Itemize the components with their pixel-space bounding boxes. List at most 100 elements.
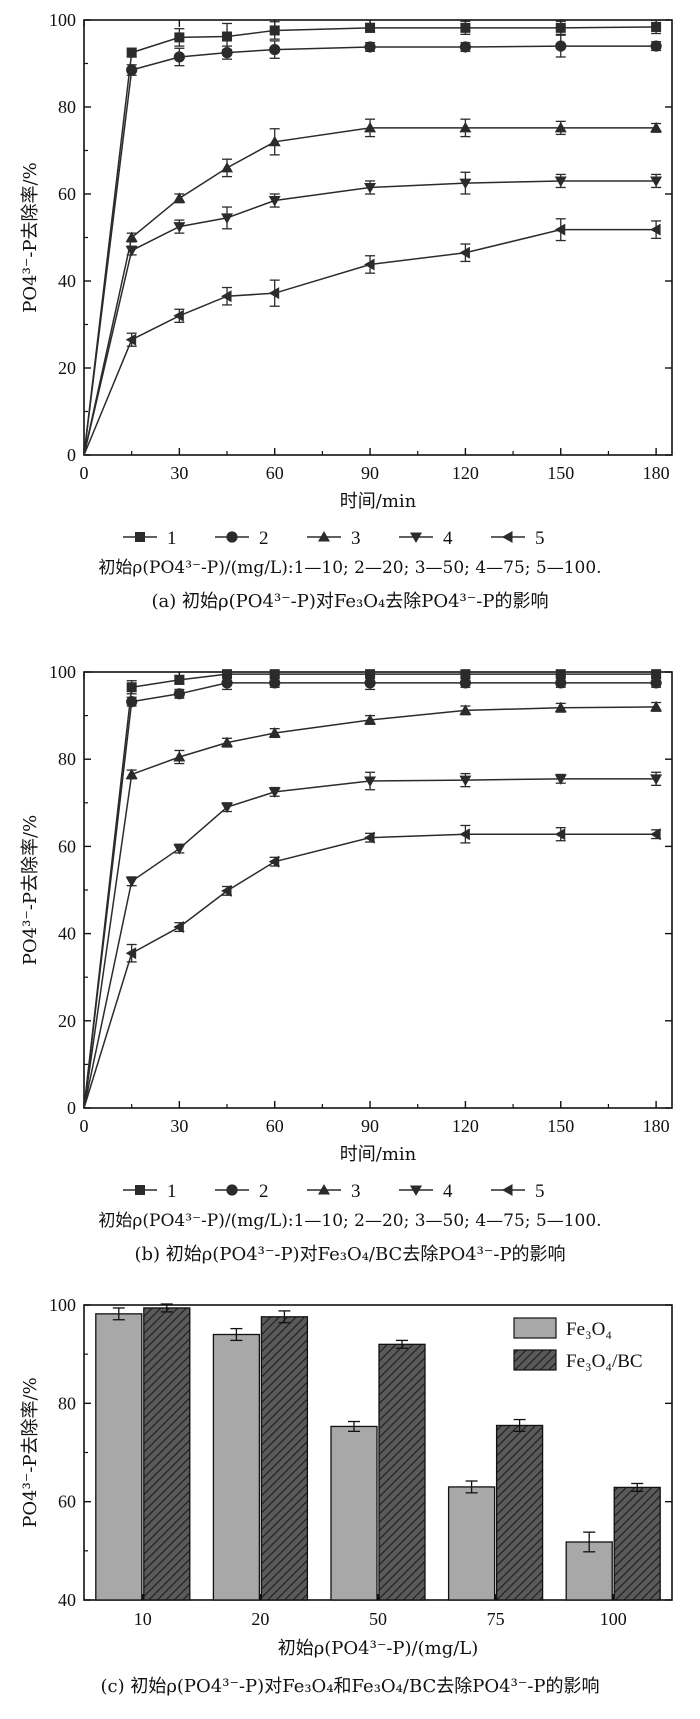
x-tick-label: 50: [369, 1609, 387, 1629]
bar-fe3o4: [447, 1486, 496, 1601]
series-5-point: [554, 828, 566, 841]
y-tick-label: 60: [58, 184, 76, 204]
series-1-point: [651, 669, 662, 680]
series-5-point: [221, 884, 232, 897]
series-4-point: [268, 787, 281, 798]
legend-note: 初始ρ(PO4³⁻-P)/(mg/L):1—10; 2—20; 3—50; 4—…: [98, 1211, 601, 1231]
x-tick-label: 30: [170, 463, 188, 483]
series-2-point: [555, 677, 567, 689]
series-4-point: [125, 246, 138, 257]
series-2-point: [650, 677, 662, 689]
series-4-point: [221, 802, 234, 814]
series-5-point: [125, 333, 137, 346]
series-5-point: [268, 287, 280, 300]
bar-fe3o4-bc: [260, 1316, 309, 1601]
plot-frame: [83, 19, 673, 456]
series-1-point: [365, 22, 376, 33]
series-5-point: [221, 290, 232, 303]
series-2-point: [173, 688, 185, 700]
series-3-line: [83, 127, 657, 456]
series-1-point: [460, 22, 471, 33]
x-axis-label: 时间/min: [340, 1144, 417, 1165]
series-4-point: [650, 176, 663, 187]
series-4-point: [268, 196, 281, 207]
legend-label-3: 3: [351, 1181, 361, 1202]
series-3-point: [554, 701, 567, 713]
y-tick-label: 100: [49, 1295, 76, 1315]
series-5-point: [173, 921, 184, 934]
legend-marker-5: [502, 531, 513, 543]
y-tick-label: 60: [58, 1492, 76, 1512]
caption-a: (a) 初始ρ(PO4³⁻-P)对Fe₃O₄去除PO4³⁻-P的影响: [152, 591, 549, 612]
series-4-point: [221, 213, 234, 224]
x-tick-label: 180: [643, 463, 670, 483]
legend-marker-1: [135, 532, 145, 542]
series-3-point: [268, 135, 281, 147]
legend-label-5: 5: [535, 528, 545, 549]
legend-marker-4: [410, 532, 422, 543]
chart-b: 0 30 60 90 120 150 180 0 20 40 60 80 100 时间/min PO4³⁻-…: [20, 662, 673, 1265]
x-tick-label: 180: [643, 1116, 670, 1136]
x-tick-label: 0: [80, 1116, 89, 1136]
series-4-point: [554, 774, 567, 785]
y-tick-label: 100: [49, 662, 76, 682]
series-2-point: [126, 64, 138, 76]
series-5-point: [554, 223, 566, 236]
series-5-point: [650, 223, 661, 236]
series-5-point: [268, 855, 280, 868]
x-tick-label: 0: [80, 463, 89, 483]
series-4-point: [364, 776, 377, 787]
series-3-point: [554, 121, 567, 133]
legend-marker-4: [410, 1185, 422, 1196]
y-tick-label: 0: [67, 445, 76, 465]
series-3-line: [83, 706, 657, 1109]
series-1-line: [83, 26, 657, 456]
bar-fe3o4: [95, 1313, 143, 1601]
series-3-point: [125, 768, 138, 779]
chart-c: 40 60 80 100 10 20 50 75 100 Fe₃O₄ Fe₃O₄/BC 初始ρ(PO4…: [20, 1295, 673, 1697]
series-2-point: [269, 677, 281, 689]
series-1-point: [555, 669, 566, 680]
series-5-point: [459, 828, 470, 841]
series-5-point: [459, 246, 470, 259]
series-3-point: [125, 231, 138, 242]
bar-fe3o4-bc: [495, 1424, 544, 1601]
chart-a: 0 30 60 90 120 150 180 0 20 40 60 80 100 时间/min PO4³⁻-…: [20, 10, 673, 612]
series-4-line: [83, 180, 657, 456]
series-4-line: [83, 778, 657, 1109]
series-1-line: [83, 673, 657, 1109]
legend-marker-2: [226, 531, 238, 543]
y-tick-label: 60: [58, 836, 76, 856]
series-4-point: [125, 876, 138, 888]
series-3-point: [221, 736, 234, 748]
x-tick-label: 150: [547, 463, 574, 483]
series-1-point: [126, 682, 137, 693]
series-4-point: [650, 774, 663, 785]
legend-label-4: 4: [443, 528, 453, 549]
series-5-point: [173, 309, 184, 322]
series-1-point: [460, 669, 471, 680]
x-tick-label: 60: [266, 463, 284, 483]
series-4-point: [364, 182, 377, 194]
legend-label-4: 4: [443, 1181, 453, 1202]
series-3-point: [650, 700, 663, 712]
legend-marker-3: [318, 531, 330, 542]
y-tick-label: 20: [58, 358, 76, 378]
series-2-point: [364, 677, 376, 689]
series-3-point: [268, 727, 281, 738]
series-2-point: [269, 43, 281, 56]
y-tick-label: 100: [49, 10, 76, 30]
series-4-point: [173, 222, 186, 233]
series-3-point: [459, 121, 472, 133]
series-4-point: [459, 178, 472, 190]
series-1-point: [222, 669, 233, 680]
caption-c: (c) 初始ρ(PO4³⁻-P)对Fe₃O₄和Fe₃O₄/BC去除PO4³⁻-P…: [100, 1676, 599, 1697]
series-1-point: [126, 47, 137, 58]
y-tick-label: 80: [58, 749, 76, 769]
bar-fe3o4-bc: [613, 1486, 661, 1601]
x-tick-label: 150: [547, 1116, 574, 1136]
bar-fe3o4-bc: [378, 1343, 426, 1601]
bar-fe3o4-bc: [143, 1307, 191, 1601]
